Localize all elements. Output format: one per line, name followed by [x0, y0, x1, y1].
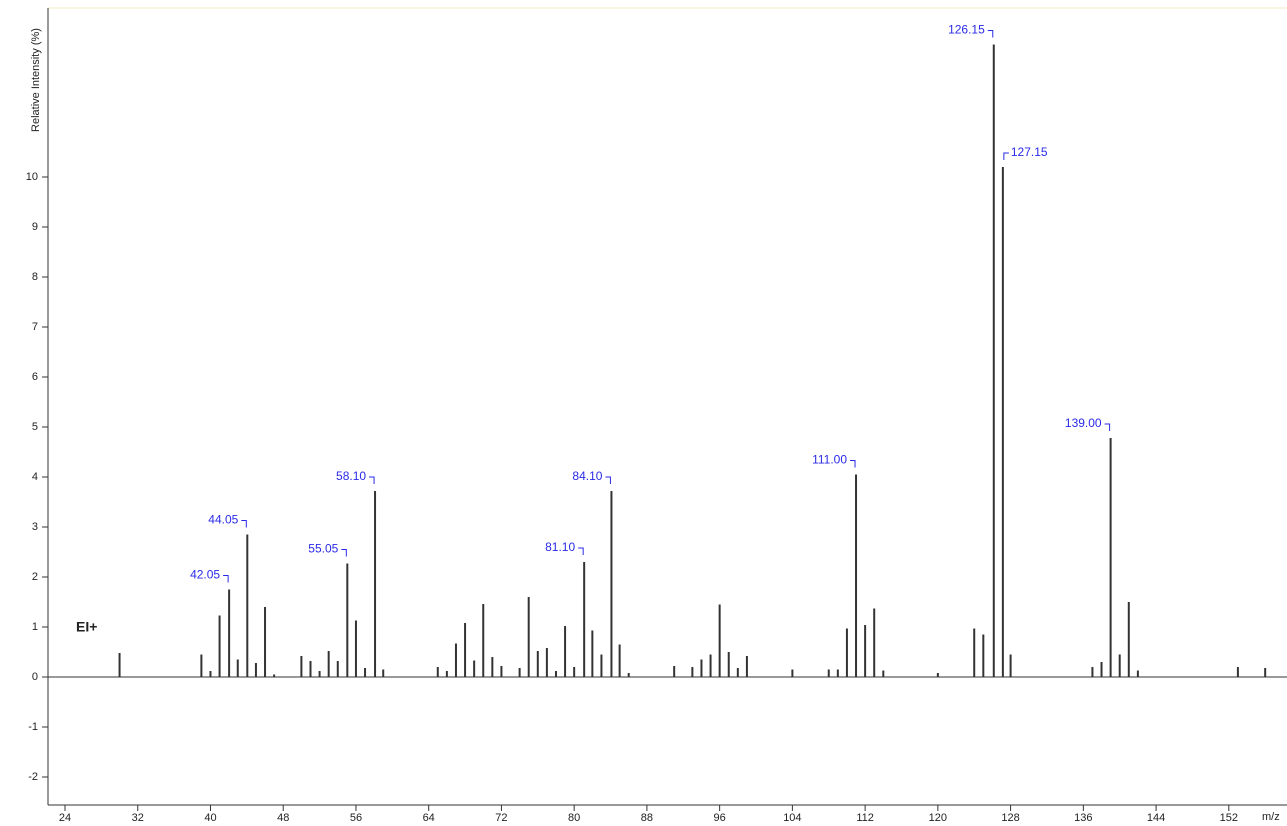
- x-tick-label: 32: [132, 812, 144, 824]
- label-bracket: [1104, 423, 1111, 431]
- x-tick-label: 152: [1220, 812, 1238, 824]
- y-tick-label: 8: [32, 271, 38, 283]
- label-bracket: [223, 575, 229, 583]
- peak-label: 58.10: [336, 469, 366, 483]
- y-tick-label: 7: [32, 321, 38, 333]
- peak-label: 111.00: [812, 453, 847, 467]
- y-tick-label: 3: [32, 521, 38, 533]
- peak-label: 81.10: [545, 540, 575, 554]
- peak-label: 139.00: [1065, 416, 1102, 430]
- x-tick-label: 136: [1074, 812, 1092, 824]
- x-tick-label: 64: [423, 812, 435, 824]
- x-tick-label: 104: [783, 812, 801, 824]
- y-tick-label: 6: [32, 371, 38, 383]
- x-tick-label: 128: [1001, 812, 1019, 824]
- peak-label: 44.05: [208, 513, 238, 527]
- x-axis-title: m/z: [1262, 811, 1280, 823]
- label-bracket: [341, 549, 347, 557]
- peak-label: 42.05: [190, 568, 220, 582]
- label-bracket: [578, 547, 584, 555]
- label-bracket: [1003, 152, 1009, 160]
- label-bracket: [369, 476, 375, 484]
- x-tick-label: 88: [641, 812, 653, 824]
- y-tick-label: 0: [32, 671, 38, 683]
- x-tick-label: 112: [856, 812, 874, 824]
- y-tick-label: 5: [32, 421, 38, 433]
- y-tick-label: 2: [32, 571, 38, 583]
- peak-label: 84.10: [572, 469, 602, 483]
- x-tick-label: 48: [277, 812, 289, 824]
- y-tick-label: 9: [32, 221, 38, 233]
- x-tick-label: 120: [929, 812, 947, 824]
- x-tick-label: 24: [59, 812, 71, 824]
- y-tick-label: 10: [26, 171, 38, 183]
- label-bracket: [241, 520, 247, 528]
- x-tick-label: 144: [1147, 812, 1165, 824]
- label-bracket: [850, 460, 856, 468]
- y-tick-label: 4: [32, 471, 38, 483]
- y-tick-label: -2: [28, 771, 38, 783]
- peak-label: 126.15: [948, 23, 985, 37]
- annotation: EI+: [76, 619, 97, 635]
- y-tick-label: 1: [32, 621, 38, 633]
- x-tick-label: 56: [350, 812, 362, 824]
- label-bracket: [987, 30, 994, 38]
- x-tick-label: 72: [495, 812, 507, 824]
- x-tick-label: 40: [204, 812, 216, 824]
- x-tick-label: 80: [568, 812, 580, 824]
- x-tick-label: 96: [714, 812, 726, 824]
- label-bracket: [605, 476, 611, 484]
- peak-label: 55.05: [308, 542, 338, 556]
- peak-label: 127.15: [1011, 145, 1048, 159]
- y-axis-title: Relative Intensity (%): [30, 28, 42, 132]
- y-tick-label: -1: [28, 721, 38, 733]
